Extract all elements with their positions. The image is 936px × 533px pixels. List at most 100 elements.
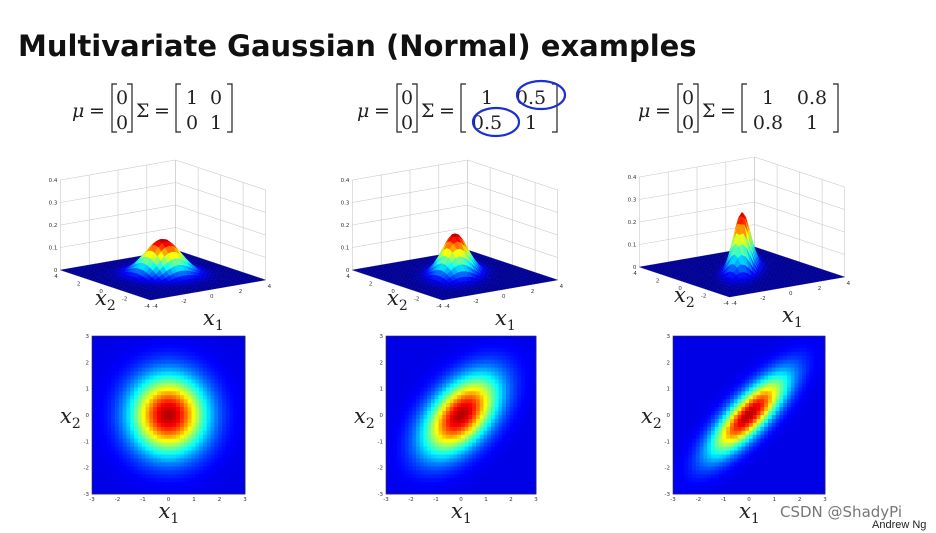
heatmap-cell	[446, 355, 451, 361]
heatmap-cell	[141, 474, 146, 479]
heatmap-cell	[183, 391, 189, 396]
heatmap-cell	[191, 446, 196, 451]
heatmap-cell	[99, 430, 104, 436]
heatmap-cell	[412, 355, 417, 361]
heatmap-cell	[107, 482, 112, 487]
heatmap-cell	[483, 458, 488, 463]
heatmap-cell	[423, 430, 428, 436]
heatmap-cell	[111, 343, 116, 349]
heatmap-cell	[397, 430, 402, 436]
heatmap-cell	[206, 418, 211, 424]
heatmap-cell	[393, 371, 398, 376]
heatmap-cell	[103, 359, 108, 365]
heatmap-cell	[122, 403, 127, 408]
heatmap-cell	[513, 395, 518, 400]
heatmap-cell	[517, 339, 522, 345]
heatmap-cell	[160, 407, 166, 412]
map-x-tick-label: -3	[89, 497, 95, 503]
heatmap-cell	[206, 482, 211, 487]
heatmap-cell	[145, 470, 150, 475]
heatmap-cell	[479, 403, 484, 408]
heatmap-cell	[233, 395, 238, 400]
heatmap-cell	[408, 462, 413, 467]
heatmap-cell	[111, 399, 116, 404]
heatmap-cell	[442, 411, 447, 416]
heatmap-cell	[179, 375, 185, 380]
heatmap-cell	[442, 407, 447, 412]
heatmap-cell	[99, 363, 104, 368]
heatmap-cell	[210, 490, 215, 495]
heatmap-cell	[408, 391, 413, 396]
heatmap-cell	[412, 490, 417, 495]
heatmap-cell	[118, 415, 123, 420]
heatmap-cell	[225, 438, 231, 444]
heatmap-cell	[122, 395, 127, 400]
heatmap-cell	[160, 339, 166, 345]
heatmap-cell	[122, 363, 127, 368]
heatmap-cell	[214, 418, 219, 424]
heatmap-cell	[479, 470, 484, 475]
heatmap-cell	[141, 450, 146, 455]
heatmap-cell	[222, 363, 227, 368]
heatmap-cell	[187, 474, 192, 479]
heatmap-cell	[237, 438, 242, 444]
heatmap-cell	[494, 450, 499, 455]
heatmap-cell	[103, 470, 108, 475]
heatmap-cell	[107, 426, 112, 432]
heatmap-cell	[408, 442, 413, 447]
heatmap-cell	[442, 351, 447, 357]
heatmap-cell	[419, 490, 424, 495]
heatmap-cell	[95, 415, 101, 420]
heatmap-cell	[431, 375, 436, 380]
heatmap-cell	[126, 395, 131, 400]
heatmap-cell	[241, 418, 246, 424]
heatmap-cell	[434, 470, 439, 475]
heatmap-cell	[202, 438, 208, 444]
heatmap-cell	[393, 430, 398, 436]
heatmap-cell	[521, 339, 526, 345]
heatmap-cell	[457, 399, 462, 404]
heatmap-cell	[419, 426, 424, 432]
heatmap-cell	[183, 430, 189, 436]
heatmap-cell	[241, 347, 246, 353]
heatmap-cell	[130, 486, 135, 491]
heatmap-cell	[483, 418, 488, 424]
heatmap-cell	[118, 375, 123, 380]
heatmap-cell	[434, 355, 439, 361]
heatmap-cell	[412, 450, 417, 455]
heatmap-cell	[187, 490, 192, 495]
heatmap-cell	[164, 438, 169, 444]
heatmap-cell	[130, 462, 135, 467]
heatmap-cell	[145, 339, 150, 345]
heatmap-cell	[442, 383, 447, 388]
heatmap-cell	[118, 383, 123, 388]
heatmap-cell	[218, 454, 223, 459]
heatmap-cell	[386, 422, 391, 428]
heatmap-cell	[107, 351, 112, 357]
heatmap-cell	[438, 415, 443, 420]
heatmap-cell	[404, 367, 409, 372]
heatmap-cell	[114, 371, 120, 376]
heatmap-cell	[218, 466, 223, 471]
heatmap-cell	[494, 391, 499, 396]
heatmap-cell	[513, 363, 518, 368]
heatmap-cell	[449, 474, 454, 479]
heatmap-cell	[483, 466, 488, 471]
heatmap-cell	[95, 470, 101, 475]
heatmap-cell	[149, 383, 154, 388]
heatmap-cell	[237, 458, 242, 463]
heatmap-cell	[241, 371, 246, 376]
heatmap-cell	[229, 363, 234, 368]
heatmap-cell	[521, 336, 526, 341]
heatmap-cell	[191, 387, 196, 392]
heatmap-cell	[149, 470, 154, 475]
heatmap-cell	[176, 391, 181, 396]
heatmap-cell	[130, 438, 135, 444]
heatmap-cell	[393, 387, 398, 392]
heatmap-cell	[229, 482, 234, 487]
heatmap-cell	[472, 363, 477, 368]
heatmap-cell	[183, 387, 189, 392]
heatmap-cell	[401, 415, 406, 420]
heatmap-cell	[187, 379, 192, 384]
heatmap-cell	[416, 379, 421, 384]
